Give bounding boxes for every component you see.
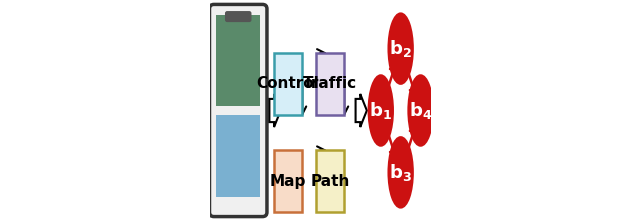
FancyBboxPatch shape (316, 53, 344, 115)
Text: Control: Control (257, 76, 319, 91)
Ellipse shape (388, 137, 413, 208)
Text: $\mathbf{b_1}$: $\mathbf{b_1}$ (369, 100, 392, 121)
FancyArrow shape (269, 94, 281, 127)
Text: Traffic: Traffic (303, 76, 357, 91)
Text: Path: Path (310, 174, 349, 189)
FancyBboxPatch shape (316, 150, 344, 212)
FancyBboxPatch shape (216, 115, 260, 197)
Text: Map: Map (270, 174, 306, 189)
Ellipse shape (388, 13, 413, 84)
FancyBboxPatch shape (216, 15, 260, 106)
FancyBboxPatch shape (209, 4, 267, 217)
FancyBboxPatch shape (273, 150, 302, 212)
FancyArrow shape (356, 94, 367, 127)
Text: $\mathbf{b_3}$: $\mathbf{b_3}$ (389, 162, 412, 183)
Text: $\mathbf{b_2}$: $\mathbf{b_2}$ (389, 38, 412, 59)
FancyBboxPatch shape (273, 53, 302, 115)
Ellipse shape (369, 75, 393, 146)
FancyBboxPatch shape (225, 11, 252, 22)
Ellipse shape (408, 75, 433, 146)
Text: $\mathbf{b_4}$: $\mathbf{b_4}$ (409, 100, 432, 121)
